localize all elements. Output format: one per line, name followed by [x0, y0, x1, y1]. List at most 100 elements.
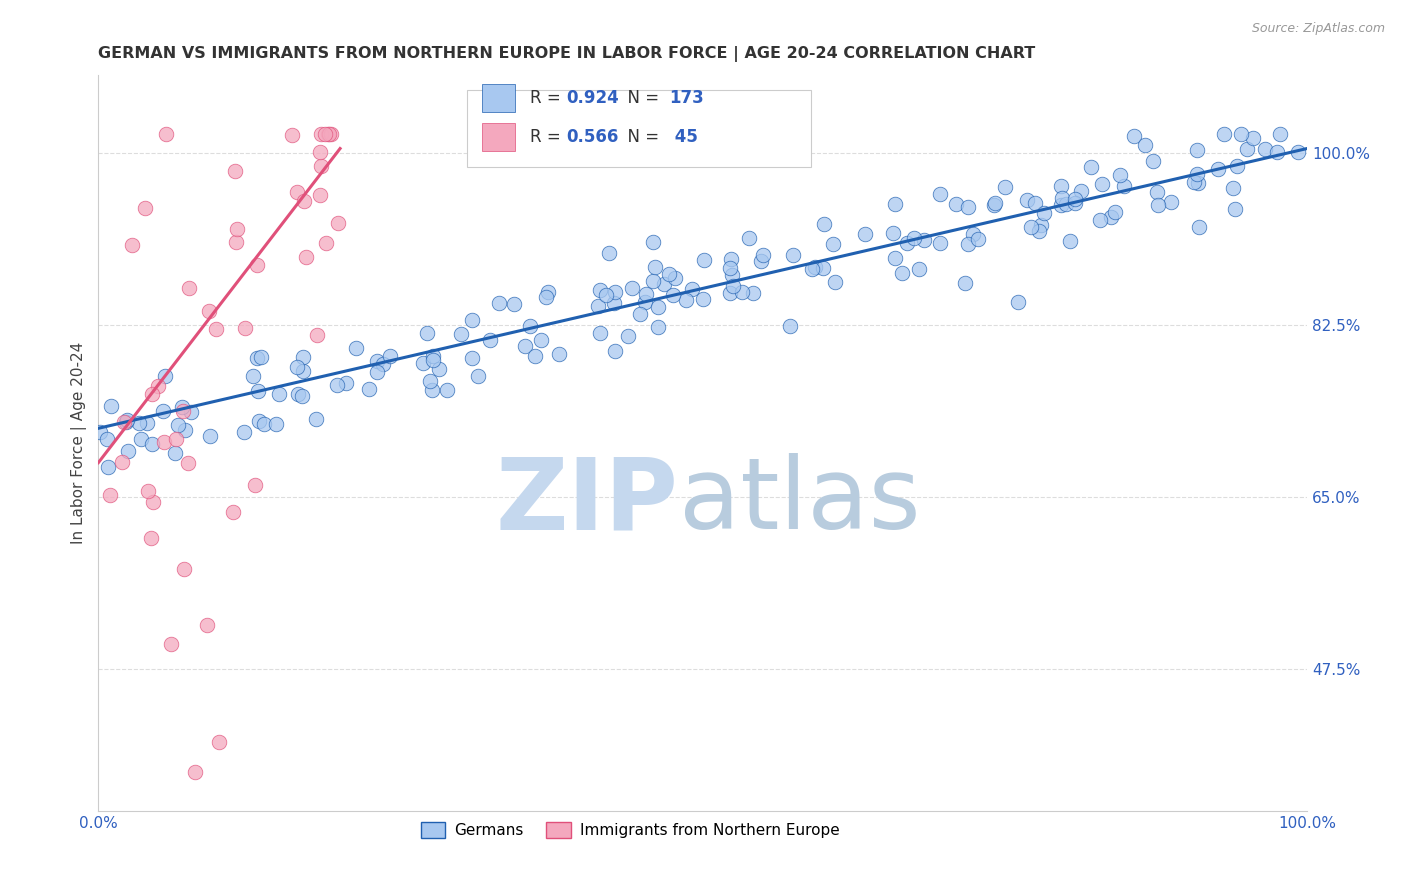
- Text: R =: R =: [530, 128, 565, 145]
- Point: [1146, 185, 1168, 199]
- Point: [718, 286, 741, 301]
- Point: [136, 417, 159, 431]
- Point: [450, 326, 472, 341]
- Point: [242, 368, 264, 383]
- Point: [153, 434, 176, 449]
- Point: [956, 200, 979, 214]
- Point: [1187, 176, 1209, 190]
- Point: [1212, 127, 1234, 141]
- Text: GERMAN VS IMMIGRANTS FROM NORTHERN EUROPE IN LABOR FORCE | AGE 20-24 CORRELATION: GERMAN VS IMMIGRANTS FROM NORTHERN EUROP…: [98, 46, 1036, 62]
- Point: [720, 252, 742, 266]
- Point: [643, 274, 665, 288]
- Point: [177, 280, 200, 294]
- Point: [1104, 204, 1126, 219]
- Point: [233, 321, 256, 335]
- Point: [1099, 210, 1122, 224]
- Point: [598, 246, 620, 260]
- Point: [309, 159, 332, 173]
- Point: [896, 236, 918, 251]
- Point: [291, 350, 314, 364]
- Point: [882, 226, 904, 240]
- Point: [803, 260, 825, 274]
- Point: [605, 285, 627, 300]
- Point: [883, 197, 905, 211]
- Point: [344, 342, 367, 356]
- Point: [267, 387, 290, 401]
- Point: [1070, 184, 1092, 198]
- Point: [177, 456, 200, 470]
- Point: [1226, 159, 1249, 173]
- Point: [319, 127, 342, 141]
- Point: [141, 387, 163, 401]
- FancyBboxPatch shape: [481, 123, 516, 151]
- Point: [1028, 224, 1050, 238]
- Point: [782, 248, 804, 262]
- Point: [589, 326, 612, 340]
- Point: [1112, 178, 1135, 193]
- Point: [380, 349, 402, 363]
- Point: [152, 404, 174, 418]
- Point: [813, 260, 835, 275]
- Point: [1029, 218, 1052, 232]
- Point: [335, 376, 357, 390]
- Point: [1091, 177, 1114, 191]
- Point: [121, 237, 143, 252]
- Point: [117, 444, 139, 458]
- Point: [983, 198, 1005, 212]
- Point: [467, 369, 489, 384]
- Point: [422, 353, 444, 368]
- Point: [142, 495, 165, 509]
- Text: 0.566: 0.566: [567, 128, 619, 145]
- Point: [1024, 195, 1046, 210]
- Point: [96, 432, 118, 446]
- Point: [316, 127, 339, 141]
- Point: [524, 349, 547, 363]
- Point: [1054, 197, 1077, 211]
- Point: [294, 250, 316, 264]
- Point: [98, 488, 121, 502]
- Point: [1188, 220, 1211, 235]
- FancyBboxPatch shape: [481, 84, 516, 112]
- Point: [134, 201, 156, 215]
- Point: [1088, 213, 1111, 227]
- Point: [198, 303, 221, 318]
- Point: [1208, 161, 1230, 176]
- Point: [955, 277, 977, 291]
- Point: [644, 260, 666, 274]
- Point: [318, 127, 340, 141]
- Point: [420, 384, 443, 398]
- Text: 45: 45: [669, 128, 697, 145]
- Point: [311, 127, 333, 141]
- Point: [1222, 180, 1244, 194]
- Point: [534, 290, 557, 304]
- Point: [264, 417, 287, 431]
- Point: [460, 313, 482, 327]
- Text: 173: 173: [669, 89, 703, 107]
- Point: [287, 387, 309, 401]
- Point: [1147, 197, 1170, 211]
- Point: [589, 283, 612, 297]
- Point: [141, 437, 163, 451]
- Point: [928, 187, 950, 202]
- Point: [246, 351, 269, 365]
- Point: [326, 216, 349, 230]
- Point: [967, 232, 990, 246]
- Point: [427, 361, 450, 376]
- Point: [305, 411, 328, 425]
- Point: [1050, 191, 1073, 205]
- FancyBboxPatch shape: [467, 89, 811, 167]
- Point: [603, 344, 626, 359]
- Point: [912, 233, 935, 247]
- Point: [326, 377, 349, 392]
- Point: [1109, 168, 1132, 182]
- Point: [160, 637, 183, 651]
- Point: [929, 235, 952, 250]
- Point: [292, 364, 315, 378]
- Point: [173, 562, 195, 576]
- Point: [253, 417, 276, 431]
- Point: [291, 389, 314, 403]
- Point: [226, 222, 249, 236]
- Text: Source: ZipAtlas.com: Source: ZipAtlas.com: [1251, 22, 1385, 36]
- Point: [853, 227, 876, 242]
- Point: [908, 262, 931, 277]
